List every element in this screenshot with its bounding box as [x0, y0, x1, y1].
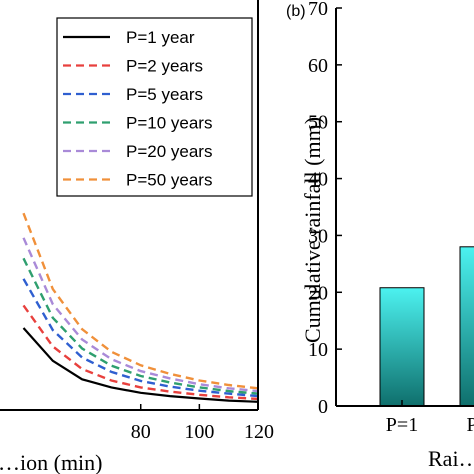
- y-tick-label: 50: [308, 112, 328, 134]
- x-tick-label: P=1: [386, 414, 418, 436]
- legend-label: P=5 years: [126, 85, 203, 104]
- legend-label: P=10 years: [126, 114, 212, 133]
- bar: [379, 287, 425, 407]
- panel-b-y-axis-title: Cumulative rainfall (mm): [300, 117, 325, 343]
- panel-a-x-ticks: 80 100 120: [131, 404, 274, 443]
- panel-a-legend-box: [56, 17, 253, 197]
- panel-a-line-chart: 80 100 120 …ion (min) P=1 year P=2 years P=5…: [0, 0, 274, 474]
- series-line-5: [22, 212, 258, 390]
- panel-b-label: (b): [286, 3, 306, 20]
- legend-label: P=50 years: [126, 171, 212, 190]
- series-line-2: [22, 278, 258, 398]
- panel-a-x-axis-title: …ion (min): [0, 450, 103, 474]
- y-tick-label: 30: [308, 225, 328, 247]
- bar: [459, 246, 474, 407]
- series-line-3: [22, 257, 258, 395]
- panel-b-bars: [379, 246, 474, 407]
- y-tick-label: 20: [308, 282, 328, 304]
- x-tick-label: P…: [466, 414, 474, 436]
- x-tick-label: 100: [184, 421, 214, 443]
- x-tick-label: 120: [244, 421, 274, 443]
- panel-b-x-axis-title: Rai…: [428, 446, 474, 471]
- y-tick-label: 60: [308, 55, 328, 77]
- y-tick-label: 0: [318, 396, 328, 418]
- y-tick-label: 40: [308, 169, 328, 191]
- y-tick-label: 10: [308, 339, 328, 361]
- series-line-4: [22, 237, 258, 393]
- panel-a-legend: P=1 year P=2 years P=5 years P=10 years P=20…: [56, 17, 253, 197]
- y-tick-label: 70: [308, 0, 328, 20]
- legend-label: P=1 year: [126, 28, 195, 47]
- series-line-0: [22, 327, 258, 403]
- panel-b-bar-chart: (b) Cumulative rainfall (mm) 0 10 20 30 40 50…: [286, 0, 474, 471]
- legend-label: P=2 years: [126, 57, 203, 76]
- panel-a-legend-items: P=1 year P=2 years P=5 years P=10 years P=20…: [63, 28, 212, 190]
- x-tick-label: 80: [131, 421, 151, 443]
- legend-label: P=20 years: [126, 142, 212, 161]
- panel-b-x-ticks: P=1 P…: [386, 400, 474, 436]
- series-line-1: [22, 304, 258, 401]
- panel-a-series-group: [22, 212, 258, 403]
- panel-b-y-ticks: 0 10 20 30 40 50 60 70: [308, 0, 342, 418]
